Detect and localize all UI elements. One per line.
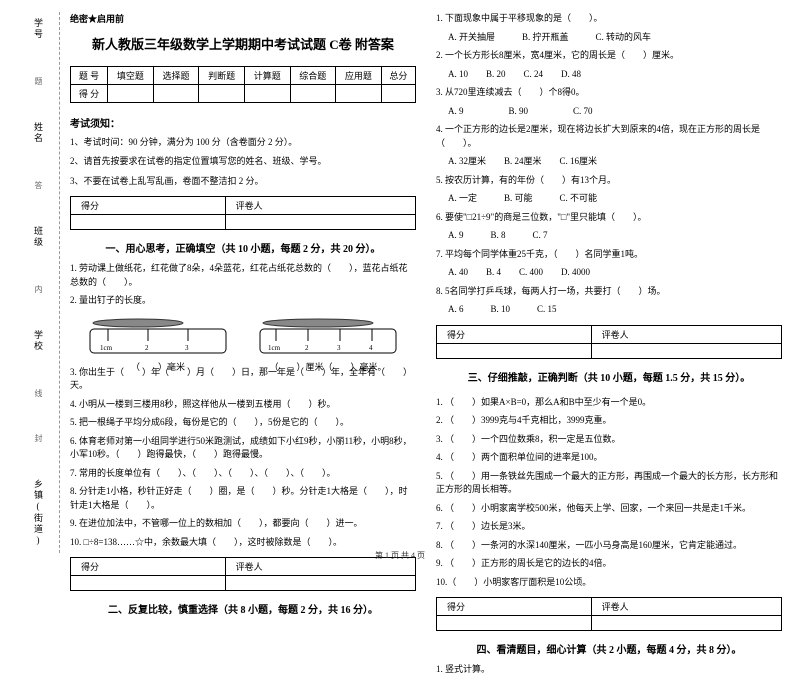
bind-label-3: 班级 [32, 226, 45, 248]
score-h6: 应用题 [336, 67, 382, 85]
q2-2-opts: A. 10 B. 20 C. 24 D. 48 [436, 68, 782, 82]
svg-text:2: 2 [145, 344, 149, 352]
bind-dash-3: 内 [33, 285, 44, 293]
q3-10: 10.（ ）小明家客厅面积是10公顷。 [436, 576, 782, 590]
mark-grader: 评卷人 [225, 197, 415, 215]
svg-text:1cm: 1cm [100, 344, 113, 352]
content-area: 绝密★启用前 新人教版三年级数学上学期期中考试试题 C卷 附答案 题 号 填空题… [60, 12, 782, 553]
bind-dash-6: 答 [33, 181, 44, 189]
mark-table-2: 得分评卷人 [70, 557, 416, 591]
ruler-b-label: （ ）厘米（ ）毫米。 [258, 360, 398, 373]
secret-label: 绝密★启用前 [70, 12, 416, 25]
q2-4-opts: A. 32厘米 B. 24厘米 C. 16厘米 [436, 155, 782, 169]
q3-4: 4. （ ）两个面积单位间的进率是100。 [436, 451, 782, 465]
section-3-title: 三、仔细推敲，正确判断（共 10 小题，每题 1.5 分，共 15 分）。 [436, 369, 782, 384]
score-h4: 计算题 [244, 67, 290, 85]
score-h1: 填空题 [108, 67, 154, 85]
q2-6-opts: A. 9 B. 8 C. 7 [436, 229, 782, 243]
score-r0: 得 分 [71, 85, 108, 103]
q1-4: 4. 小明从一楼到三楼用8秒，照这样他从一楼到五楼用（ ）秒。 [70, 398, 416, 412]
score-h5: 综合题 [290, 67, 336, 85]
q2-7: 7. 平均每个同学体重25千克，（ ）名同学重1吨。 [436, 248, 782, 262]
q2-8-opts: A. 6 B. 10 C. 15 [436, 303, 782, 317]
q2-5: 5. 按农历计算，有的年份（ ）有13个月。 [436, 174, 782, 188]
ruler-a-svg: 1cm 2 3 [88, 317, 228, 355]
q3-2: 2. （ ）3999克与4千克相比，3999克重。 [436, 414, 782, 428]
score-h3: 判断题 [199, 67, 245, 85]
q2-2: 2. 一个长方形长8厘米，宽4厘米，它的周长是（ ）厘米。 [436, 49, 782, 63]
ruler-a: 1cm 2 3 （ ）毫米 [88, 317, 228, 357]
instr-1: 1、考试时间：90 分钟，满分为 100 分（含卷面分 2 分）。 [70, 135, 416, 149]
q2-5-opts: A. 一定 B. 可能 C. 不可能 [436, 192, 782, 206]
q2-3: 3. 从720里连续减去（ ）个8得0。 [436, 86, 782, 100]
mark-score: 得分 [71, 197, 226, 215]
q2-8: 8. 5名同学打乒乓球，每两人打一场，共要打（ ）场。 [436, 285, 782, 299]
q2-1-opts: A. 开关抽屉 B. 拧开瓶盖 C. 转动的风车 [436, 31, 782, 45]
q1-8: 8. 分针走1小格，秒针正好走（ ）圈，是（ ）秒。分针走1大格是（ ），时针走… [70, 485, 416, 512]
q1-10: 10. □÷8=138……☆中，余数最大填（ ），这时被除数是（ ）。 [70, 536, 416, 550]
score-h0: 题 号 [71, 67, 108, 85]
bind-label-5: 学号 [32, 18, 45, 40]
table-row: 得 分 [71, 85, 416, 103]
score-table: 题 号 填空题 选择题 判断题 计算题 综合题 应用题 总分 得 分 [70, 66, 416, 103]
q3-1: 1. （ ）如果A×B=0，那么A和B中至少有一个是0。 [436, 396, 782, 410]
q3-7: 7. （ ）边长是3米。 [436, 520, 782, 534]
q2-1: 1. 下面现象中属于平移现象的是（ ）。 [436, 12, 782, 26]
ruler-row: 1cm 2 3 （ ）毫米 1cm 2 3 4 （ ）厘米 [70, 317, 416, 357]
bind-label-2: 学校 [32, 330, 45, 352]
q1-5: 5. 把一根绳子平均分成6段，每份是它的（ ），5份是它的（ ）。 [70, 416, 416, 430]
section-1-title: 一、用心思考，正确填空（共 10 小题，每题 2 分，共 20 分）。 [70, 240, 416, 255]
mark-table-3: 得分评卷人 [436, 325, 782, 359]
q1-2: 2. 量出钉子的长度。 [70, 294, 416, 308]
page-container: 学号 题 姓名 答 班级 内 学校 线 封 乡镇(街道) 绝密★启用前 新人教版… [0, 0, 800, 565]
page-footer: 第 1 页 共 4 页 [0, 550, 800, 561]
q1-9: 9. 在进位加法中，不管哪一位上的数相加（ ），都要向（ ）进一。 [70, 517, 416, 531]
bind-dash-7: 题 [33, 77, 44, 85]
q1-7: 7. 常用的长度单位有（ ）、（ ）、（ ）、（ ）、（ ）。 [70, 467, 416, 481]
bind-label-1: 乡镇(街道) [32, 479, 45, 547]
mark-table-1: 得分评卷人 [70, 196, 416, 230]
q2-7-opts: A. 40 B. 4 C. 400 D. 4000 [436, 266, 782, 280]
ruler-a-label: （ ）毫米 [88, 360, 228, 373]
instr-3: 3、不要在试卷上乱写乱画，卷面不整洁扣 2 分。 [70, 174, 416, 188]
q1-6: 6. 体育老师对第一小组同学进行50米跑测试，成绩如下小红9秒，小丽11秒，小明… [70, 435, 416, 462]
q2-6: 6. 要使"□21÷9"的商是三位数，"□"里只能填（ ）。 [436, 211, 782, 225]
svg-text:1cm: 1cm [268, 344, 281, 352]
q1-1: 1. 劳动课上做纸花，红花做了8朵，4朵蓝花，红花占纸花总数的（ ），蓝花占纸花… [70, 262, 416, 289]
q3-6: 6. （ ）小明家离学校500米，他每天上学、回家，一个来回一共是走1千米。 [436, 502, 782, 516]
ruler-b-svg: 1cm 2 3 4 [258, 317, 398, 355]
ruler-b: 1cm 2 3 4 （ ）厘米（ ）毫米。 [258, 317, 398, 357]
svg-text:2: 2 [305, 344, 309, 352]
q3-3: 3. （ ）一个四位数乘8，积一定是五位数。 [436, 433, 782, 447]
table-row: 题 号 填空题 选择题 判断题 计算题 综合题 应用题 总分 [71, 67, 416, 85]
bind-dash-1: 封 [33, 434, 44, 442]
right-column: 1. 下面现象中属于平移现象的是（ ）。 A. 开关抽屉 B. 拧开瓶盖 C. … [436, 12, 782, 553]
q3-5: 5. （ ）用一条铁丝先围成一个最大的正方形，再围成一个最大的长方形，长方形和正… [436, 470, 782, 497]
instructions-title: 考试须知： [70, 115, 416, 130]
mark-table-4: 得分评卷人 [436, 597, 782, 631]
score-h7: 总分 [381, 67, 415, 85]
bind-dash-2: 线 [33, 389, 44, 397]
section-2-title: 二、反复比较，慎重选择（共 8 小题，每题 2 分，共 16 分）。 [70, 601, 416, 616]
instr-2: 2、请首先按要求在试卷的指定位置填写您的姓名、班级、学号。 [70, 154, 416, 168]
section-4-title: 四、看清题目，细心计算（共 2 小题，每题 4 分，共 8 分）。 [436, 641, 782, 656]
q2-3-opts: A. 9 B. 90 C. 70 [436, 105, 782, 119]
q4-1: 1. 竖式计算。 [436, 663, 782, 677]
svg-text:4: 4 [369, 344, 373, 352]
page-title: 新人教版三年级数学上学期期中考试试题 C卷 附答案 [70, 34, 416, 53]
q2-4: 4. 一个正方形的边长是2厘米，现在将边长扩大到原来的4倍，现在正方形的周长是（… [436, 123, 782, 150]
bind-label-4: 姓名 [32, 122, 45, 144]
svg-text:3: 3 [185, 344, 189, 352]
left-column: 绝密★启用前 新人教版三年级数学上学期期中考试试题 C卷 附答案 题 号 填空题… [70, 12, 416, 553]
svg-text:3: 3 [337, 344, 341, 352]
score-h2: 选择题 [153, 67, 199, 85]
binding-margin: 学号 题 姓名 答 班级 内 学校 线 封 乡镇(街道) [18, 12, 60, 553]
